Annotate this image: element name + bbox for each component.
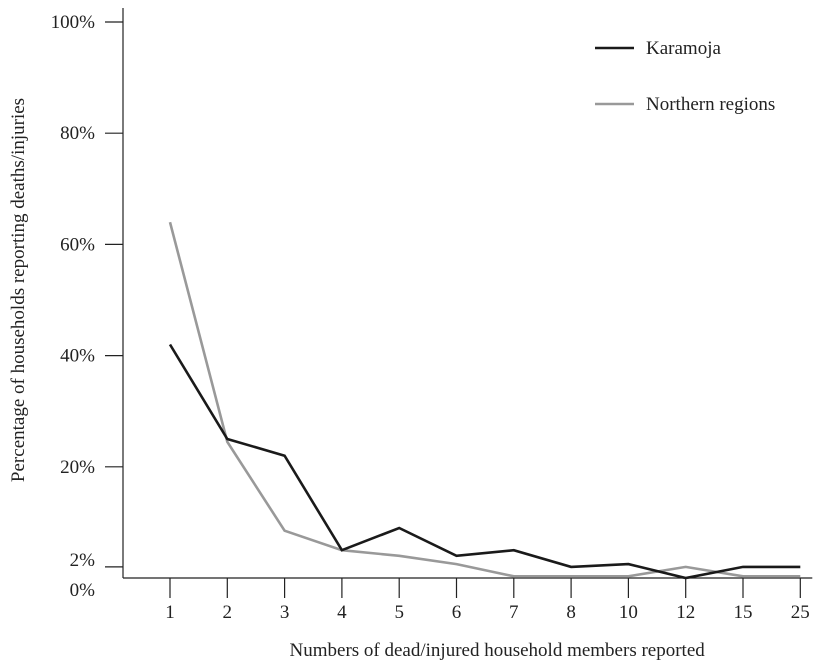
x-tick-label: 10 xyxy=(619,602,638,623)
series-line-karamoja xyxy=(168,343,801,580)
x-tick-label: 4 xyxy=(337,602,347,623)
x-tick-label: 12 xyxy=(676,602,695,623)
y-tick-label: 100% xyxy=(51,12,96,33)
x-tick-label: 15 xyxy=(734,602,753,623)
y-axis-title: Percentage of households reporting death… xyxy=(8,98,29,482)
legend-label: Karamoja xyxy=(646,38,721,59)
legend: Karamoja Northern regions xyxy=(595,38,775,115)
y-tick-label: 60% xyxy=(60,234,95,255)
x-tick-label: 25 xyxy=(791,602,810,623)
x-tick-label: 1 xyxy=(165,602,175,623)
y-tick-label: 20% xyxy=(60,457,95,478)
y-tick-label: 80% xyxy=(60,123,95,144)
y-axis-ticks: 0% 2% 20% 40% 60% 80% 100% xyxy=(51,12,123,601)
x-tick-label: 3 xyxy=(280,602,290,623)
y-tick-label: 40% xyxy=(60,346,95,367)
series-layer xyxy=(168,221,801,580)
x-tick-label: 7 xyxy=(509,602,519,623)
y-tick-label: 0% xyxy=(70,580,96,601)
x-tick-label: 8 xyxy=(566,602,576,623)
x-tick-label: 2 xyxy=(223,602,233,623)
legend-label: Northern regions xyxy=(646,94,775,115)
x-tick-label: 5 xyxy=(394,602,404,623)
y-tick-label: 2% xyxy=(70,550,96,571)
x-axis-title: Numbers of dead/injured household member… xyxy=(290,640,706,661)
series-line-northern-regions xyxy=(168,221,801,578)
x-axis-ticks: 1 2 3 4 5 6 7 8 10 12 15 25 xyxy=(165,578,810,623)
x-tick-label: 6 xyxy=(452,602,462,623)
